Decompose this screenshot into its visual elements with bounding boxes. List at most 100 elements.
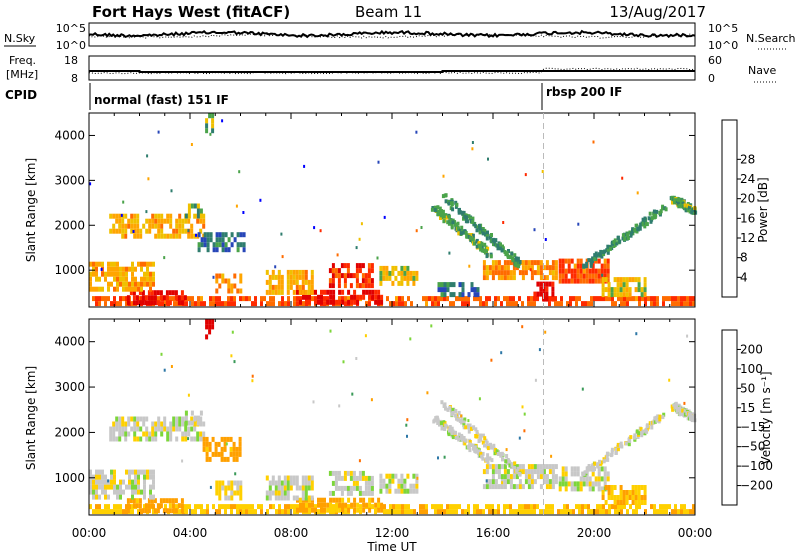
data-cell [506, 474, 510, 480]
data-cell [231, 330, 234, 334]
data-cell [200, 504, 203, 510]
data-cell [446, 220, 450, 225]
data-cell [677, 301, 680, 307]
data-cell [118, 431, 122, 437]
data-cell [217, 451, 221, 457]
data-cell [95, 509, 98, 515]
data-cell [145, 210, 148, 214]
data-cell [147, 508, 151, 514]
data-cell [576, 481, 580, 487]
data-cell [239, 509, 242, 515]
power-ylabel: Slant Range [km] [24, 158, 38, 262]
data-cell [491, 260, 495, 266]
data-cell [141, 290, 145, 296]
data-cell [409, 483, 413, 489]
data-cell [280, 490, 284, 496]
data-cell [286, 284, 290, 290]
data-cell [224, 232, 228, 238]
data-cell [277, 279, 281, 285]
data-cell [397, 280, 401, 286]
data-cell [551, 296, 555, 302]
data-cell [658, 414, 662, 419]
data-cell [112, 223, 116, 229]
data-cell [238, 446, 242, 452]
data-cell [218, 504, 221, 510]
data-cell [157, 213, 161, 219]
data-cell [286, 269, 290, 275]
data-cell [277, 274, 281, 280]
data-cell [521, 260, 525, 266]
data-cell [166, 218, 170, 224]
data-cell [652, 209, 656, 214]
data-cell [483, 436, 487, 441]
data-cell [190, 228, 194, 234]
data-cell [523, 412, 526, 416]
data-cell [121, 233, 125, 239]
data-cell [101, 489, 104, 495]
data-cell [629, 435, 633, 440]
data-cell [437, 301, 440, 307]
data-cell [277, 475, 281, 481]
data-cell [337, 475, 341, 481]
data-cell [576, 273, 580, 279]
data-cell [370, 490, 374, 496]
data-cell [678, 412, 682, 417]
data-cell [632, 435, 636, 440]
data-cell [471, 233, 475, 238]
data-cell [292, 274, 296, 280]
data-cell [295, 480, 299, 486]
data-cell [265, 269, 269, 275]
data-cell [197, 247, 201, 253]
data-cell [191, 509, 194, 515]
data-cell [619, 490, 623, 495]
data-cell [147, 503, 151, 509]
data-cell [503, 275, 507, 281]
data-cell [218, 485, 222, 491]
data-cell [344, 502, 348, 508]
data-cell [133, 416, 137, 422]
data-cell [122, 276, 125, 282]
data-cell [232, 456, 236, 462]
data-cell [391, 478, 395, 484]
data-cell [248, 504, 251, 510]
data-cell [590, 509, 593, 515]
data-cell [146, 276, 149, 282]
data-cell [616, 447, 620, 452]
data-cell [89, 484, 92, 490]
data-cell [483, 443, 486, 448]
data-cell [143, 489, 146, 495]
data-cell [368, 301, 371, 307]
data-cell [676, 201, 680, 206]
data-cell [465, 215, 469, 220]
date-title: 13/Aug/2017 [609, 3, 706, 21]
data-cell [431, 504, 434, 510]
data-cell [494, 270, 498, 276]
data-cell [503, 260, 507, 266]
data-cell [112, 421, 116, 427]
data-cell [649, 219, 653, 224]
data-cell [157, 228, 161, 234]
data-cell [379, 473, 383, 479]
data-cell [478, 449, 481, 454]
data-cell [628, 287, 632, 293]
data-cell [518, 260, 522, 264]
data-cell [169, 431, 173, 437]
data-cell [92, 474, 95, 480]
data-cell [545, 286, 549, 292]
data-cell [542, 469, 546, 475]
data-cell [320, 507, 323, 513]
data-cell [480, 454, 484, 459]
data-cell [394, 275, 398, 281]
data-cell [561, 268, 565, 274]
data-cell [215, 242, 219, 248]
data-cell [530, 260, 534, 266]
data-cell [449, 282, 453, 288]
data-cell [529, 268, 532, 272]
data-cell [215, 301, 218, 307]
data-cell [242, 509, 245, 515]
data-cell [169, 426, 173, 432]
data-cell [125, 484, 128, 490]
data-cell [146, 261, 149, 267]
data-cell [175, 218, 179, 224]
data-cell [439, 421, 443, 426]
